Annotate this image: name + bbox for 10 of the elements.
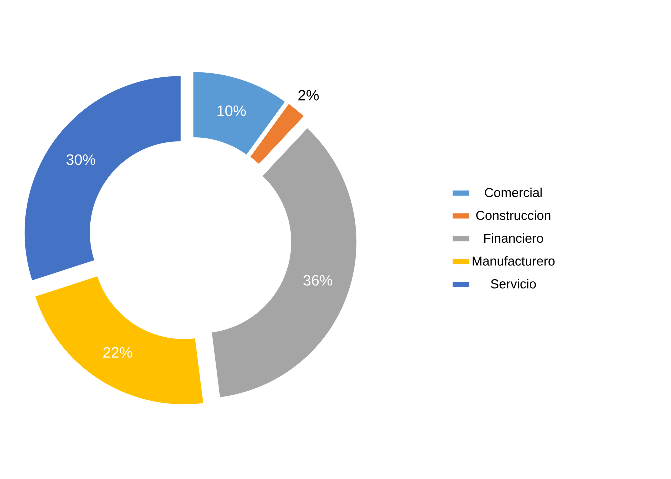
data-label: 30%	[66, 154, 96, 166]
data-label: 10%	[218, 106, 246, 116]
data-label: 22%	[104, 347, 132, 358]
legend-label: Comercial	[485, 188, 542, 198]
data-label: 2%	[298, 90, 319, 101]
data-label: 36%	[304, 275, 332, 286]
legend-label: Construccion	[476, 210, 551, 220]
legend-label: Servicio	[491, 279, 536, 289]
legend-label: Financiero	[484, 234, 544, 244]
legend-label: Manufacturero	[472, 256, 555, 266]
